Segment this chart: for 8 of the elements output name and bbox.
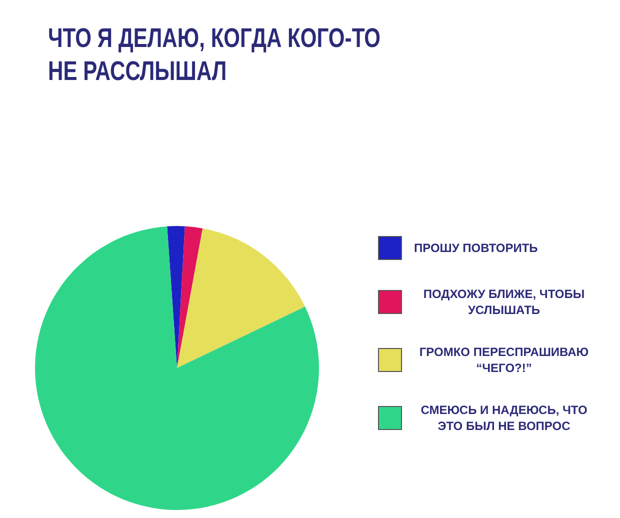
legend-label: ПОДХОЖУ БЛИЖЕ, ЧТОБЫ УСЛЫШАТЬ [422, 286, 586, 318]
pie-slice [177, 226, 203, 368]
pie-slice [35, 226, 319, 510]
legend-label: ГРОМКО ПЕРЕСПРАШИВАЮ “ЧЕГО?!” [418, 344, 590, 376]
chart-title: ЧТО Я ДЕЛАЮ, КОГДА КОГО-ТО НЕ РАССЛЫШАЛ [48, 22, 382, 88]
legend-label: ПРОШУ ПОВТОРИТЬ [414, 240, 538, 256]
legend-label: СМЕЮСЬ И НАДЕЮСЬ, ЧТО ЭТО БЫЛ НЕ ВОПРОС [420, 402, 588, 434]
pie-slice [177, 228, 306, 368]
